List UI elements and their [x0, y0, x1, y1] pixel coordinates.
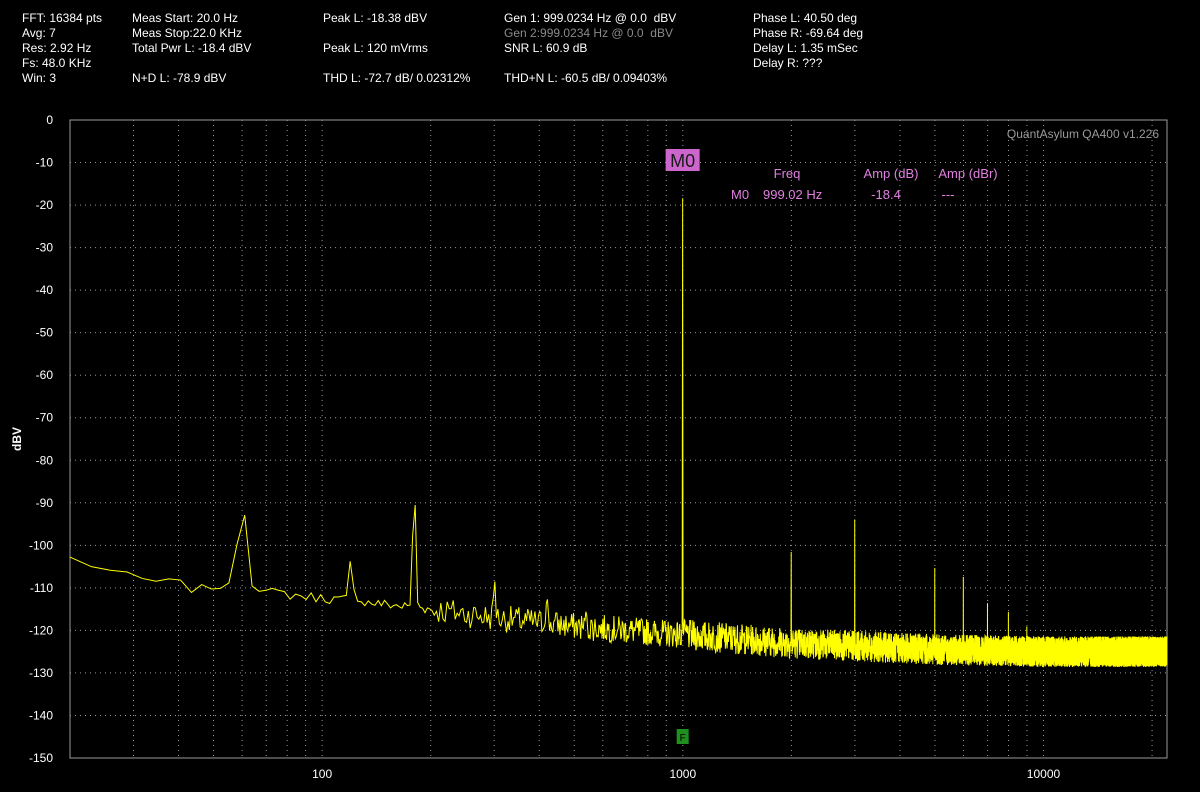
- marker-m0[interactable]: M0: [665, 149, 700, 171]
- fundamental-flag-label: F: [680, 733, 686, 744]
- marker-table: Freq Amp (dB) Amp (dBr) M0 999.02 Hz -18…: [731, 166, 998, 202]
- peak-mvrms-label: Peak L: 120 mVrms: [323, 41, 428, 55]
- fundamental-flag[interactable]: F: [676, 729, 689, 744]
- thd-label: THD L: -72.7 dB/ 0.02312%: [323, 71, 471, 85]
- phase-right-label: Phase R: -69.64 deg: [753, 26, 864, 40]
- marker-row-amp-db: -18.4: [871, 187, 901, 202]
- y-tick-label: -50: [36, 326, 54, 340]
- y-tick-label: -90: [36, 496, 54, 510]
- delay-right-label: Delay R: ???: [753, 56, 823, 70]
- x-tick-label: 100: [312, 767, 332, 781]
- marker-row-freq: 999.02 Hz: [763, 187, 822, 202]
- sample-rate-label: Fs: 48.0 KHz: [22, 56, 92, 70]
- marker-row-amp-dbr: ---: [942, 187, 955, 202]
- meas-start-label: Meas Start: 20.0 Hz: [132, 11, 239, 25]
- y-tick-label: -150: [29, 751, 53, 765]
- fundamental-flag-box: [676, 729, 689, 744]
- snr-label: SNR L: 60.9 dB: [504, 41, 588, 55]
- y-tick-label: -120: [29, 623, 53, 637]
- delay-left-label: Delay L: 1.35 mSec: [753, 41, 858, 55]
- y-tick-label: -60: [36, 368, 54, 382]
- version-watermark: QuantAsylum QA400 v1.226: [1007, 127, 1159, 141]
- marker-row-name: M0: [731, 187, 749, 202]
- marker-tag-box: [665, 149, 700, 171]
- axis-ticks: 0 -10 -20 -30 -40 -50 -60 -70 -80 -90 -100 -110 -120…: [29, 113, 1061, 781]
- generator-2-label: Gen 2:999.0234 Hz @ 0.0 dBV: [504, 26, 673, 40]
- marker-header-freq: Freq: [774, 166, 801, 181]
- y-tick-label: -130: [29, 666, 53, 680]
- y-tick-label: -40: [36, 283, 54, 297]
- y-tick-label: -140: [29, 708, 53, 722]
- window-label: Win: 3: [22, 71, 57, 85]
- fft-size-label: FFT: 16384 pts: [22, 11, 103, 25]
- x-tick-label: 10000: [1027, 767, 1061, 781]
- marker-tag-label: M0: [670, 151, 695, 171]
- y-axis-label: dBV: [10, 427, 24, 451]
- y-tick-label: -80: [36, 453, 54, 467]
- y-tick-label: -30: [36, 241, 54, 255]
- thd-n-label: THD+N L: -60.5 dB/ 0.09403%: [504, 71, 668, 85]
- generator-1-label: Gen 1: 999.0234 Hz @ 0.0 dBV: [504, 11, 677, 25]
- plot-frame: [69, 119, 1168, 759]
- resolution-label: Res: 2.92 Hz: [22, 41, 92, 55]
- y-tick-label: -100: [29, 538, 53, 552]
- spectrum-trace: [69, 198, 1168, 668]
- noise-distortion-label: N+D L: -78.9 dBV: [132, 71, 227, 85]
- y-tick-label: -20: [36, 198, 54, 212]
- peak-dbv-label: Peak L: -18.38 dBV: [323, 11, 428, 25]
- x-tick-label: 1000: [669, 767, 696, 781]
- marker-header-amp-db: Amp (dB): [864, 166, 919, 181]
- marker-header-amp-dbr: Amp (dBr): [938, 166, 997, 181]
- y-tick-label: 0: [46, 113, 53, 127]
- y-tick-label: -70: [36, 411, 54, 425]
- y-tick-label: -10: [36, 156, 54, 170]
- averages-label: Avg: 7: [22, 26, 56, 40]
- total-power-label: Total Pwr L: -18.4 dBV: [132, 41, 252, 55]
- phase-left-label: Phase L: 40.50 deg: [753, 11, 858, 25]
- meas-stop-label: Meas Stop:22.0 KHz: [132, 26, 243, 40]
- y-tick-label: -110: [30, 581, 53, 595]
